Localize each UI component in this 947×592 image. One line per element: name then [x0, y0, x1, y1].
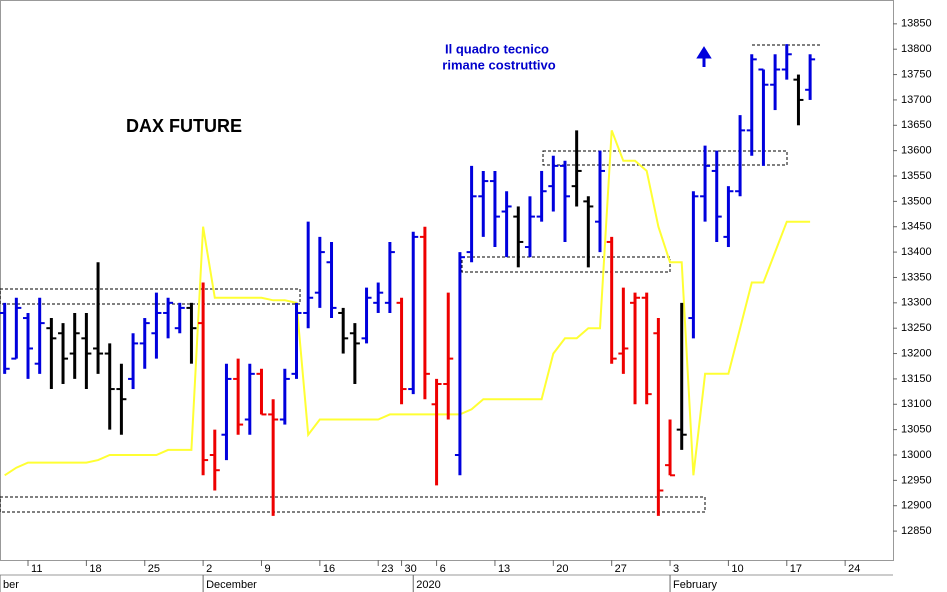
annotation: rimane costruttivo: [442, 57, 555, 72]
zone: [542, 150, 788, 166]
y-tick-label: 13150: [901, 373, 932, 385]
annotation: Il quadro tecnico: [445, 41, 549, 56]
zone: [461, 256, 671, 273]
y-tick-label: 13350: [901, 271, 932, 283]
y-tick-label: 13000: [901, 449, 932, 461]
x-tick-label: 11: [31, 563, 42, 575]
y-tick-label: 13400: [901, 246, 932, 258]
x-tick-label: 25: [148, 563, 160, 575]
arrow: [696, 46, 712, 67]
month-label: ber: [3, 579, 19, 591]
x-tick-label: 3: [673, 563, 679, 575]
x-tick-label: 16: [323, 563, 335, 575]
y-tick-label: 13100: [901, 398, 932, 410]
y-tick-label: 13800: [901, 43, 932, 55]
x-tick-label: 2: [206, 563, 212, 575]
plot-area: [0, 0, 894, 561]
indicator-line: [4, 130, 811, 477]
y-tick-label: 13650: [901, 119, 932, 131]
x-tick-label: 20: [556, 563, 568, 575]
zone: [0, 496, 706, 513]
x-tick-label: 9: [264, 563, 270, 575]
x-tick-label: 24: [848, 563, 860, 575]
chart-title: DAX FUTURE: [126, 116, 242, 136]
y-tick-label: 13750: [901, 68, 932, 80]
y-tick-label: 12850: [901, 525, 932, 537]
x-tick-label: 13: [498, 563, 510, 575]
y-tick-label: 13550: [901, 170, 932, 182]
month-label: February: [673, 579, 718, 591]
x-tick-label: 27: [615, 563, 627, 575]
y-tick-label: 13050: [901, 424, 932, 436]
zone: [0, 288, 301, 305]
month-label: 2020: [416, 579, 440, 591]
y-tick-label: 13700: [901, 94, 932, 106]
y-tick-label: 13300: [901, 297, 932, 309]
y-tick-label: 12900: [901, 500, 932, 512]
y-tick-label: 13850: [901, 18, 932, 30]
y-tick-label: 13600: [901, 145, 932, 157]
x-tick-label: 18: [89, 563, 101, 575]
x-tick-label: 17: [790, 563, 802, 575]
y-tick-label: 13200: [901, 347, 932, 359]
y-tick-label: 13450: [901, 221, 932, 233]
y-tick-label: 13250: [901, 322, 932, 334]
x-tick-label: 10: [731, 563, 743, 575]
x-tick-label: 23: [381, 563, 393, 575]
y-tick-label: 12950: [901, 474, 932, 486]
x-tick-label: 30: [405, 563, 417, 575]
month-label: December: [206, 579, 257, 591]
y-tick-label: 13500: [901, 195, 932, 207]
x-tick-label: 6: [440, 563, 446, 575]
